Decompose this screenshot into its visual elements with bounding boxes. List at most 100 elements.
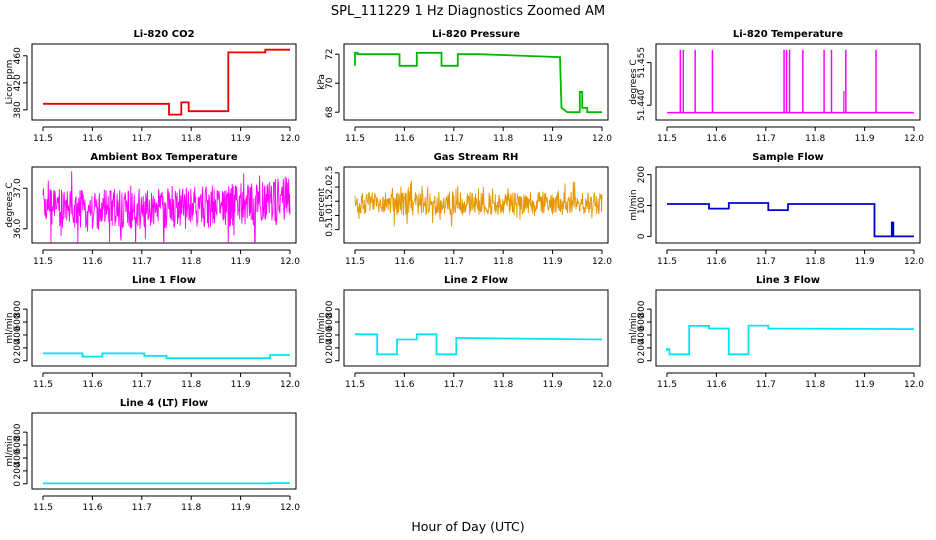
plot-frame	[31, 43, 297, 121]
x-tick-label: 12.0	[592, 257, 612, 267]
x-tick-label: 11.5	[33, 503, 53, 513]
x-tick-label: 11.9	[231, 257, 251, 267]
data-layer	[354, 180, 603, 227]
x-tick-label: 11.5	[345, 380, 365, 390]
data-layer	[667, 202, 914, 238]
x-tick-label: 11.6	[394, 257, 414, 267]
series-line	[354, 51, 602, 114]
y-tick-label: 100	[637, 197, 647, 214]
chart-panel: Line 1 Flow 11.5 11.6 11.7 11.8 11.9 12.0 0 2004…	[5, 275, 300, 390]
x-tick-label: 11.5	[345, 134, 365, 144]
y-tick-label: 800	[637, 300, 647, 317]
plot-frame	[31, 412, 297, 490]
y-tick-label: 200	[325, 339, 335, 356]
panel-title: Li-820 Temperature	[733, 29, 843, 40]
x-tick-label: 11.9	[855, 380, 875, 390]
series-noise	[42, 171, 291, 243]
y-axis-label: percent	[317, 187, 327, 222]
x-tick-label: 11.7	[756, 134, 776, 144]
x-tick-label: 11.7	[444, 380, 464, 390]
y-tick-label: 800	[325, 300, 335, 317]
y-tick-label: 0	[637, 233, 647, 239]
x-tick-label: 11.6	[82, 134, 102, 144]
y-tick-label: 600	[325, 313, 335, 330]
x-tick-label: 11.6	[82, 257, 102, 267]
y-tick-label: 200	[13, 339, 23, 356]
y-tick-label: 600	[637, 313, 647, 330]
series-line	[666, 324, 915, 356]
chart-panel: Li-820 Pressure 11.5 11.6 11.7 11.8 11.9 12.0 6…	[317, 29, 612, 144]
chart-panels: Li-820 CO2 11.5 11.6 11.7 11.8 11.9 12.0 380 420…	[5, 29, 924, 513]
y-tick-label: 0	[637, 358, 647, 364]
x-tick-label: 11.5	[33, 380, 53, 390]
x-tick-label: 11.9	[543, 380, 563, 390]
chart-panel: Gas Stream RH 11.5 11.6 11.7 11.8 11.9 12.0 0.5…	[317, 152, 612, 267]
x-tick-label: 11.8	[181, 380, 201, 390]
x-tick-label: 11.8	[493, 257, 513, 267]
panel-title: Line 3 Flow	[756, 275, 820, 286]
x-tick-label: 11.9	[855, 134, 875, 144]
x-tick-label: 12.0	[280, 380, 300, 390]
y-tick-label: 380	[13, 101, 23, 118]
y-tick-label: 200	[637, 339, 647, 356]
x-tick-label: 11.5	[657, 134, 677, 144]
y-tick-label: 0.5	[325, 222, 335, 236]
x-tick-label: 11.8	[181, 134, 201, 144]
data-layer	[42, 171, 291, 243]
y-axis-label: ml/min	[5, 435, 15, 466]
y-tick-label: 420	[13, 74, 23, 91]
x-tick-label: 11.6	[706, 380, 726, 390]
x-tick-label: 11.7	[132, 257, 152, 267]
x-tick-label: 11.7	[132, 134, 152, 144]
x-tick-label: 11.7	[132, 503, 152, 513]
x-tick-label: 11.9	[855, 257, 875, 267]
series-noise	[354, 180, 603, 227]
data-layer	[667, 49, 914, 114]
y-tick-label: 70	[325, 77, 335, 89]
x-tick-label: 11.5	[33, 257, 53, 267]
y-tick-label: 600	[13, 436, 23, 453]
x-tick-label: 11.8	[181, 257, 201, 267]
y-tick-label: 400	[637, 326, 647, 343]
y-tick-label: 51.455	[637, 47, 647, 78]
chart-panel: Li-820 CO2 11.5 11.6 11.7 11.8 11.9 12.0 380 420…	[5, 29, 300, 144]
y-tick-label: 36.0	[13, 219, 23, 239]
data-layer	[666, 324, 915, 356]
x-tick-label: 11.7	[756, 257, 776, 267]
y-axis-label: ml/min	[629, 189, 639, 220]
x-tick-label: 11.9	[231, 380, 251, 390]
plot-frame	[655, 289, 921, 367]
y-axis-label: ml/min	[5, 312, 15, 343]
x-tick-label: 11.5	[657, 257, 677, 267]
chart-panel: Li-820 Temperature 11.5 11.6 11.7 11.8 11.9 12…	[629, 29, 924, 144]
panel-title: Ambient Box Temperature	[90, 152, 237, 163]
plot-frame	[31, 289, 297, 367]
panel-title: Line 4 (LT) Flow	[120, 398, 208, 409]
x-tick-label: 11.8	[181, 503, 201, 513]
x-tick-label: 11.7	[444, 134, 464, 144]
x-tick-label: 11.8	[805, 134, 825, 144]
x-tick-label: 11.5	[33, 134, 53, 144]
x-tick-label: 11.8	[805, 257, 825, 267]
series-line	[43, 48, 290, 116]
x-tick-label: 11.9	[543, 134, 563, 144]
y-tick-label: 2.5	[325, 166, 335, 180]
x-tick-label: 11.7	[756, 380, 776, 390]
x-tick-label: 12.0	[280, 134, 300, 144]
x-tick-label: 12.0	[904, 257, 924, 267]
y-tick-label: 200	[13, 462, 23, 479]
y-tick-label: 68	[325, 106, 335, 118]
x-tick-label: 11.6	[394, 134, 414, 144]
series-line	[667, 202, 914, 238]
panel-title: Sample Flow	[752, 152, 824, 163]
y-tick-label: 51.440	[637, 89, 647, 121]
x-tick-label: 11.7	[132, 380, 152, 390]
y-axis-label: Licor ppm	[5, 60, 15, 105]
x-tick-label: 11.6	[706, 134, 726, 144]
x-tick-label: 11.6	[82, 380, 102, 390]
data-layer	[43, 352, 290, 360]
x-tick-label: 11.9	[543, 257, 563, 267]
plot-frame	[655, 43, 921, 121]
series-line	[43, 352, 290, 360]
